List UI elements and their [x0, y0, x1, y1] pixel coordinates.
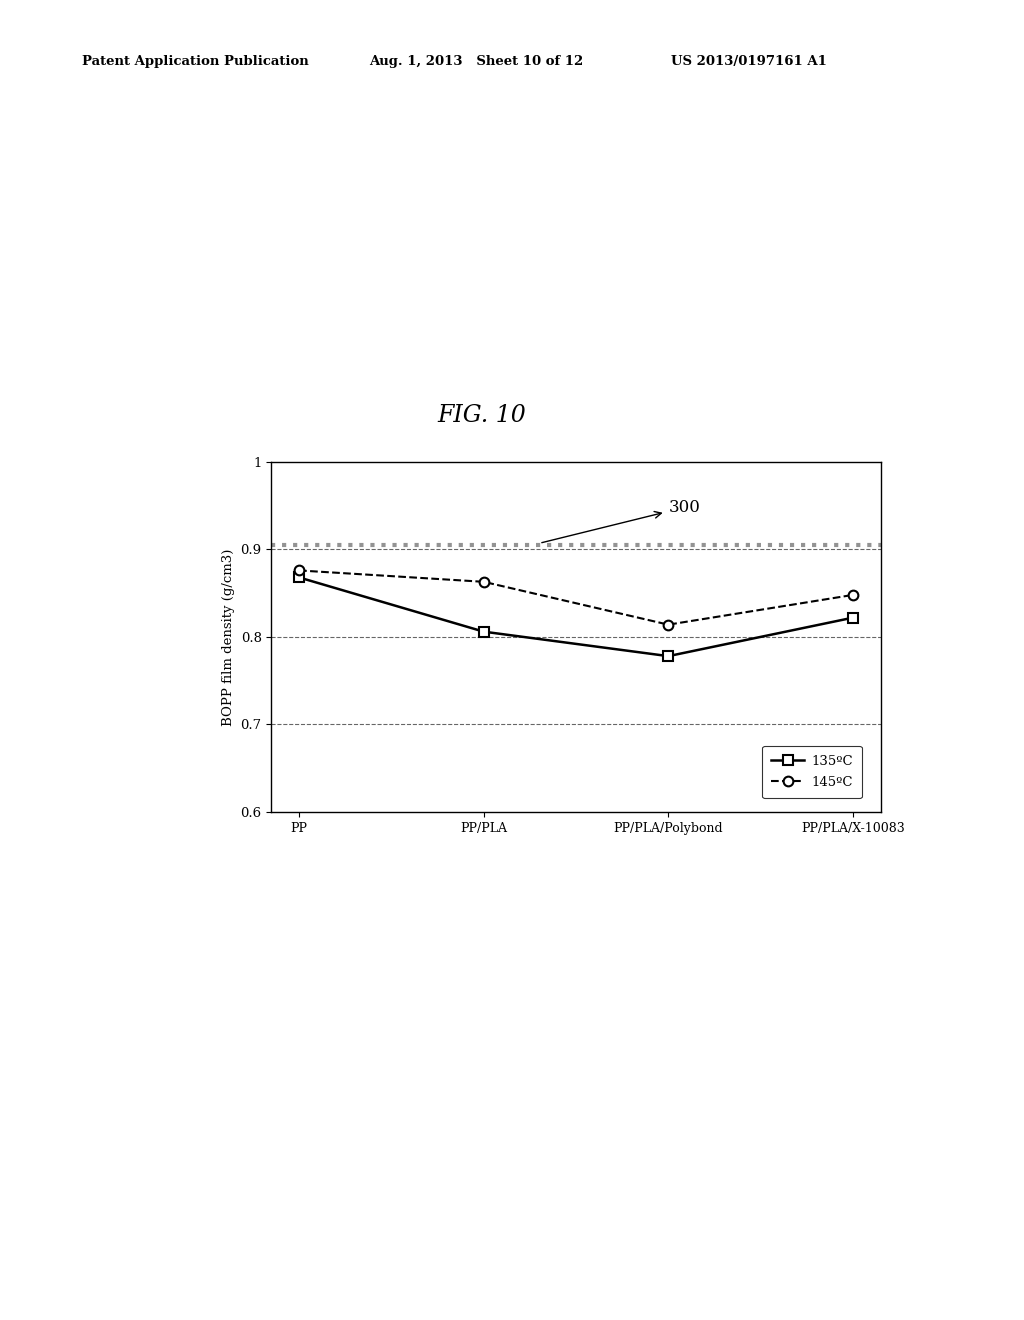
145ºC: [847, 587, 859, 603]
Text: Aug. 1, 2013   Sheet 10 of 12: Aug. 1, 2013 Sheet 10 of 12: [369, 55, 583, 69]
135ºC: [477, 624, 489, 640]
Text: US 2013/0197161 A1: US 2013/0197161 A1: [671, 55, 826, 69]
Line: 145ºC: 145ºC: [294, 565, 858, 630]
Text: 300: 300: [542, 499, 700, 543]
Text: Patent Application Publication: Patent Application Publication: [82, 55, 308, 69]
Line: 135ºC: 135ºC: [294, 573, 858, 661]
145ºC: [663, 616, 675, 632]
145ºC: [293, 562, 305, 578]
135ºC: [663, 648, 675, 664]
135ºC: [293, 569, 305, 585]
Y-axis label: BOPP film density (g/cm3): BOPP film density (g/cm3): [222, 548, 234, 726]
Legend: 135ºC, 145ºC: 135ºC, 145ºC: [762, 746, 862, 799]
135ºC: [847, 610, 859, 626]
145ºC: [477, 574, 489, 590]
Text: FIG. 10: FIG. 10: [437, 404, 525, 428]
